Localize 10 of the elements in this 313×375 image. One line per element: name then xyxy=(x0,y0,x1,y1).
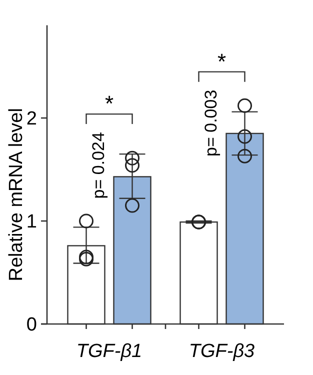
annotation: * xyxy=(217,48,226,74)
y-tick-label: 0 xyxy=(26,314,37,336)
y-tick-label: 1 xyxy=(26,212,37,233)
y-tick-label: 2 xyxy=(26,108,37,130)
annotation: * xyxy=(104,91,114,116)
y-axis-title: Relative mRNA level xyxy=(6,108,27,282)
annotation: p= 0.003 xyxy=(201,90,220,156)
annotation: p= 0.024 xyxy=(88,132,108,199)
x-tick-label: TGF-β1 xyxy=(76,341,142,362)
x-tick-label: TGF-β3 xyxy=(188,341,256,362)
